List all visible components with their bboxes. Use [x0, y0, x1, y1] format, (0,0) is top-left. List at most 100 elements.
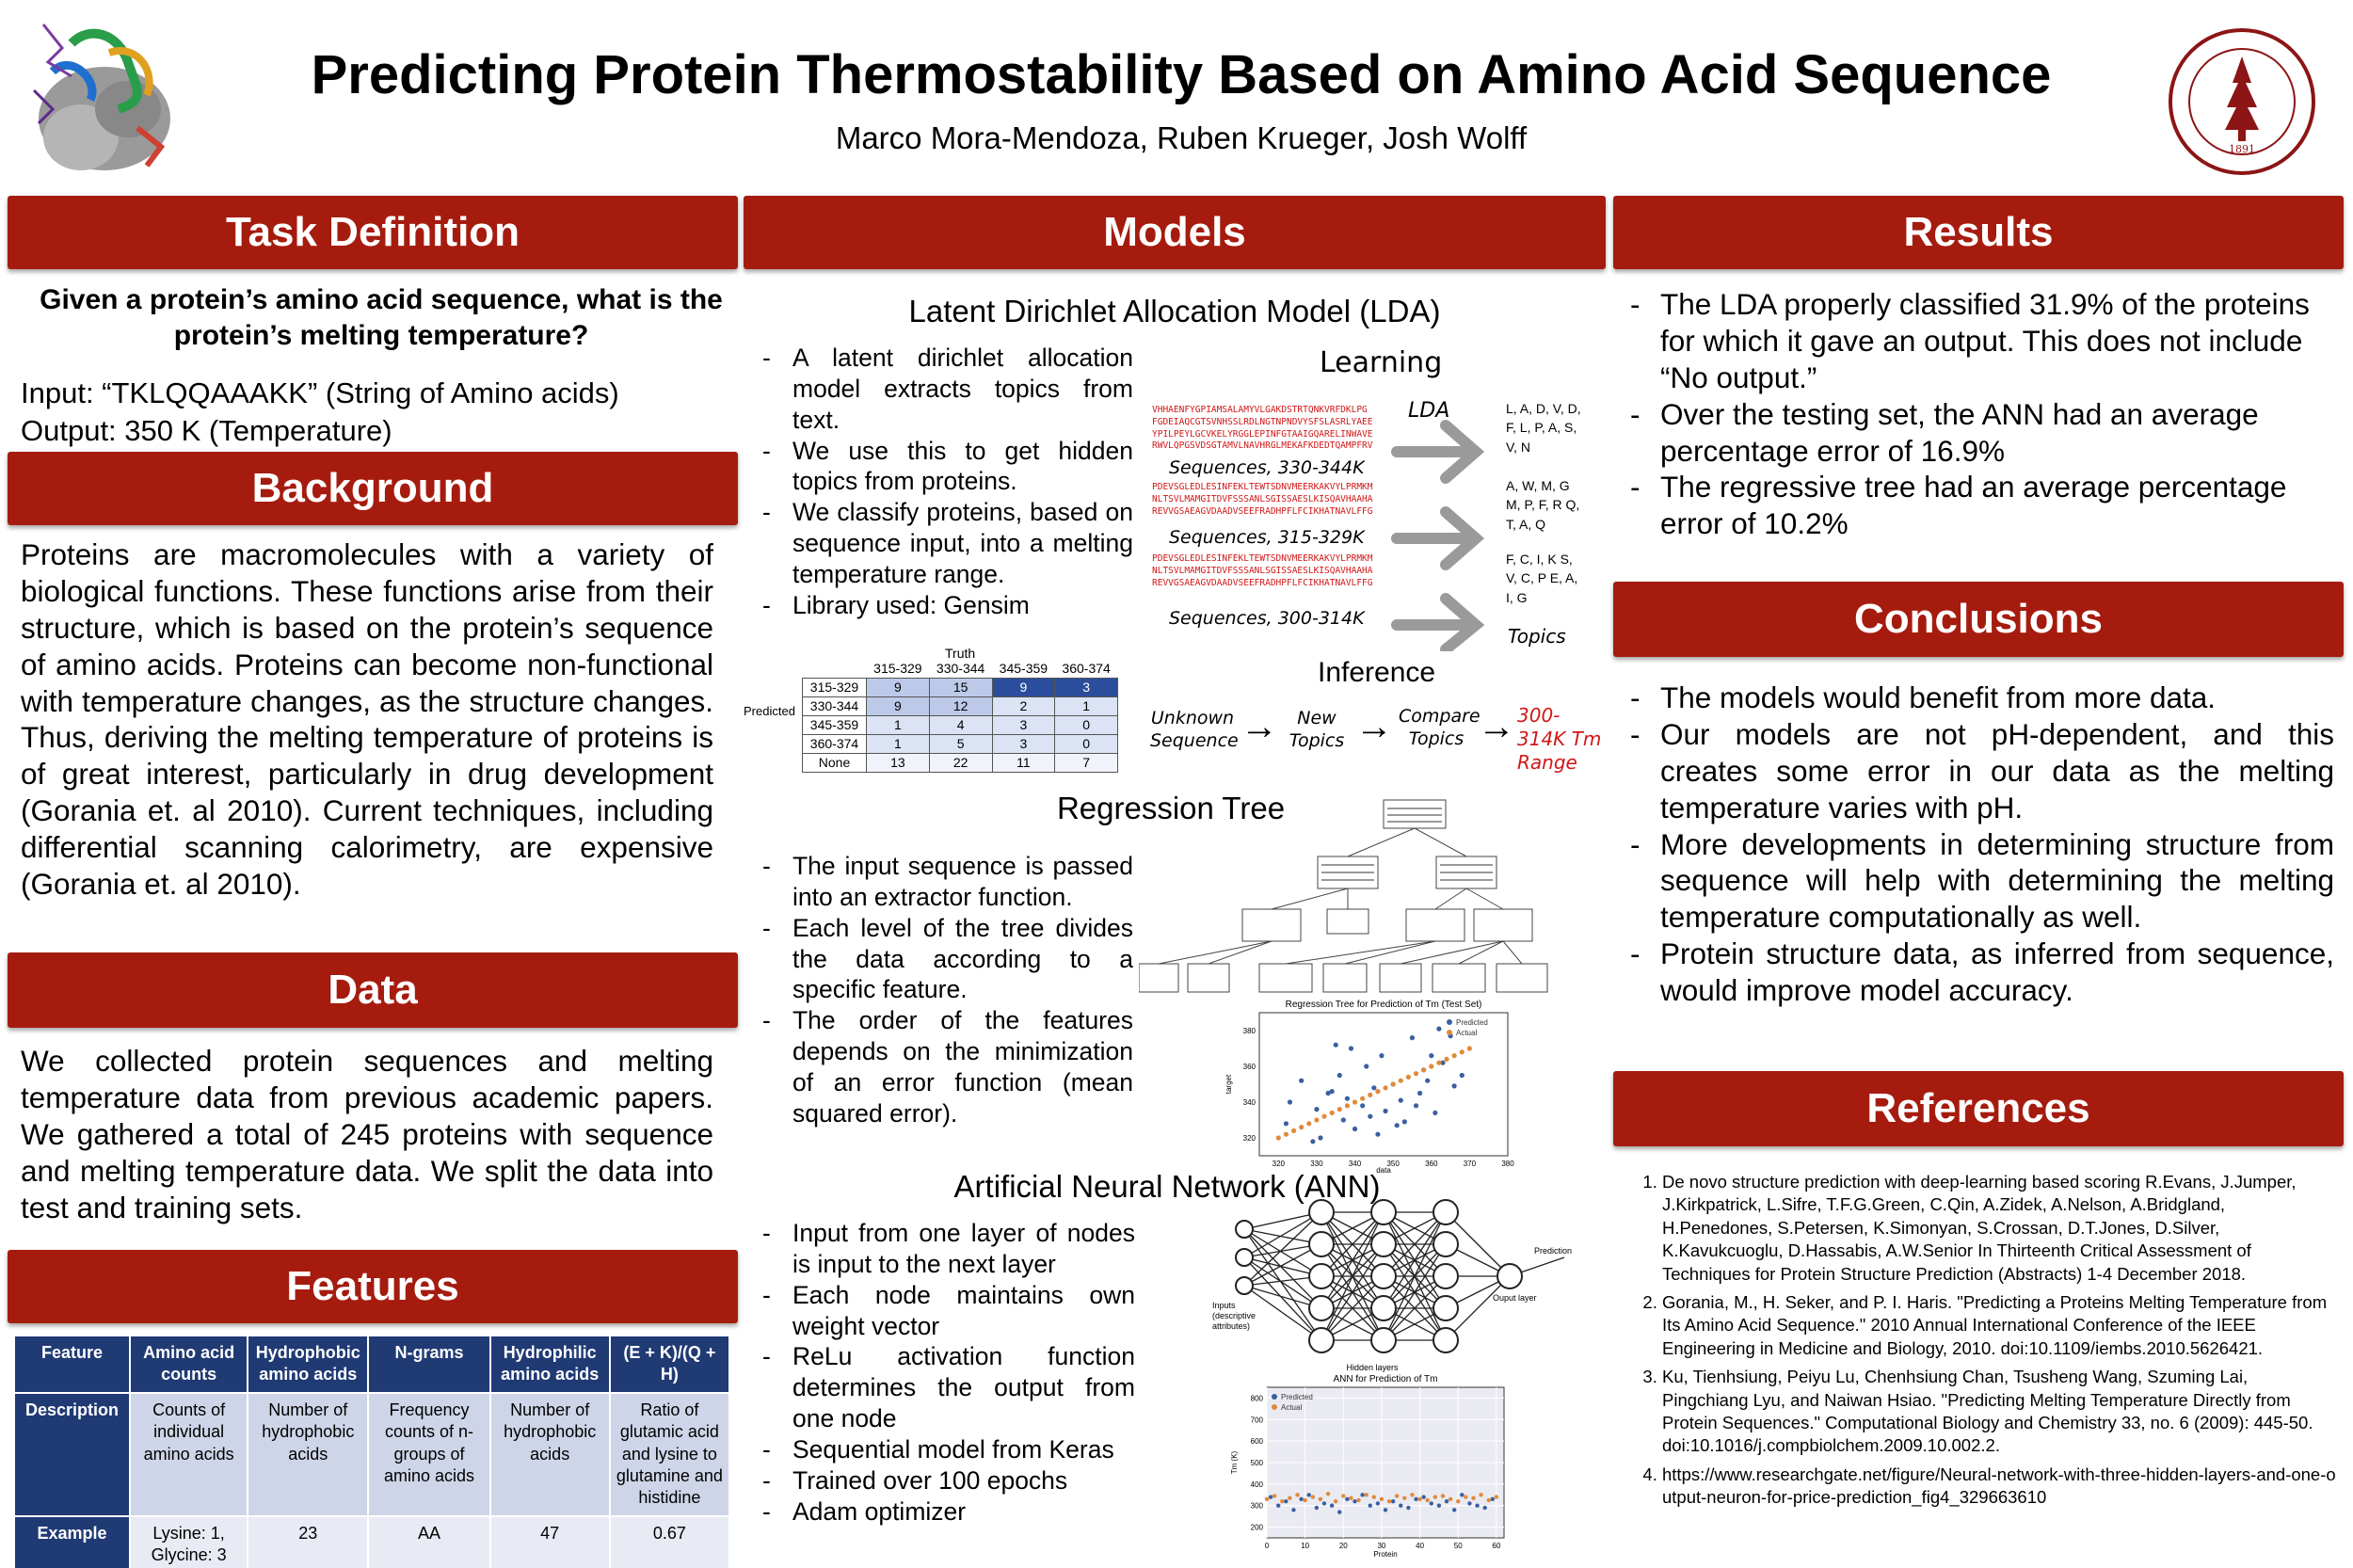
legend-label: Actual — [1456, 1029, 1477, 1037]
data-point — [1452, 1053, 1457, 1058]
network-node — [1433, 1264, 1458, 1288]
data-point — [1436, 1061, 1441, 1065]
data-point — [1395, 1123, 1400, 1128]
seq-snippet: NLTSVLMAMGITDVFSSSANLSGISSAESLKISQAVHAAH… — [1152, 566, 1373, 578]
topics-label: Topics — [1508, 625, 1566, 648]
tree-bullet: The input sequence is passed into an ext… — [759, 851, 1133, 913]
legend-marker — [1447, 1030, 1452, 1035]
features-cell: AA — [368, 1516, 489, 1568]
features-cell: Number of hydrophobic acids — [490, 1393, 610, 1516]
seal-year: 1891 — [2229, 143, 2255, 155]
x-tick-label: 20 — [1339, 1542, 1348, 1550]
x-tick-label: 320 — [1273, 1160, 1286, 1168]
cm-cell: 15 — [929, 678, 992, 696]
data-point — [1319, 1497, 1322, 1501]
data-point — [1315, 1506, 1319, 1510]
cm-cell: 9 — [867, 696, 930, 715]
cm-row-label: 360-374 — [803, 734, 867, 753]
data-point — [1318, 1135, 1322, 1140]
chart-title: Regression Tree for Prediction of Tm (Te… — [1286, 1000, 1482, 1010]
ann-hidden-label: Hidden layers — [1316, 1363, 1429, 1372]
features-cell: Hydrophilic amino acids — [490, 1336, 610, 1393]
features-cell: Ratio of glutamic acid and lysine to glu… — [610, 1393, 729, 1516]
data-point — [1349, 1496, 1353, 1500]
y-tick-label: 700 — [1251, 1416, 1264, 1424]
results-bullet: The regressive tree had an average perce… — [1626, 469, 2323, 542]
data-point — [1368, 1114, 1372, 1119]
task-output: Output: 350 K (Temperature) — [21, 412, 736, 449]
data-point — [1311, 1495, 1315, 1498]
flow-arrow-icon: → — [1478, 708, 1515, 745]
data-point — [1433, 1111, 1437, 1115]
data-point — [1414, 1103, 1418, 1108]
cm-cell: 13 — [867, 753, 930, 772]
reference-item: Ku, Tienhsiung, Peiyu Lu, Chenhsiung Cha… — [1662, 1366, 2338, 1458]
data-point — [1337, 1510, 1341, 1513]
ann-bullet: Adam optimizer — [759, 1496, 1135, 1528]
data-point — [1471, 1496, 1475, 1500]
data-point — [1337, 1107, 1342, 1112]
network-node — [1433, 1200, 1458, 1224]
cm-cell: 12 — [929, 696, 992, 715]
network-node — [1309, 1328, 1334, 1352]
data-point — [1460, 1073, 1465, 1078]
data-point — [1391, 1499, 1395, 1503]
x-tick-label: 50 — [1454, 1542, 1463, 1550]
data-point — [1368, 1093, 1372, 1097]
data-point — [1452, 1508, 1456, 1512]
network-node — [1371, 1264, 1396, 1288]
cm-cell: 3 — [992, 734, 1055, 753]
network-node — [1497, 1264, 1522, 1288]
ann-bullet: Trained over 100 epochs — [759, 1465, 1135, 1496]
data-point — [1421, 1495, 1425, 1498]
data-point — [1399, 1504, 1402, 1508]
data-point — [1384, 1508, 1387, 1512]
flow-arrow-icon: → — [1355, 708, 1393, 745]
data-point — [1337, 1073, 1342, 1078]
network-node — [1309, 1264, 1334, 1288]
lda-bullets: A latent dirichlet allocation model extr… — [759, 343, 1133, 621]
network-node — [1433, 1328, 1458, 1352]
task-input: Input: “TKLQQAAAKK” (String of Amino aci… — [21, 375, 736, 411]
cm-cell: 1 — [867, 734, 930, 753]
ann-prediction-chart: ANN for Prediction of Tm0 10 20 30 40 50 60200… — [1229, 1374, 1512, 1559]
data-point — [1475, 1504, 1479, 1508]
features-cell: Counts of individual amino acids — [130, 1393, 248, 1516]
data-point — [1372, 1495, 1376, 1498]
features-heading: Features — [8, 1250, 738, 1323]
x-tick-label: 0 — [1265, 1542, 1270, 1550]
data-point — [1441, 1494, 1445, 1497]
cm-cell: 0 — [1055, 734, 1118, 753]
data-point — [1487, 1498, 1491, 1502]
x-tick-label: 30 — [1377, 1542, 1385, 1550]
background-text: Proteins are macromolecules with a varie… — [21, 536, 713, 903]
x-tick-label: 360 — [1425, 1160, 1438, 1168]
data-point — [1460, 1493, 1464, 1496]
cm-row-label: 330-344 — [803, 696, 867, 715]
conclusions-bullets: The models would benefit from more data.… — [1626, 680, 2334, 1009]
seq-snippets-3: PDEVSGLEDLESINFEKLTEWTSDNVMEERKAKVYLPRMK… — [1152, 553, 1373, 589]
seq-snippet: NLTSVLMAMGITDVFSSSANLSGISSAESLKISQAVHAAH… — [1152, 494, 1373, 506]
data-point — [1288, 1496, 1291, 1500]
reference-item: https://www.researchgate.net/figure/Neur… — [1662, 1464, 2338, 1510]
features-cell: N-grams — [368, 1336, 489, 1393]
seq-label-315: Sequences, 315-329K — [1169, 527, 1365, 548]
network-node — [1309, 1296, 1334, 1320]
data-point — [1341, 1117, 1346, 1122]
data-point — [1334, 1043, 1338, 1048]
features-cell: Frequency counts of n-groups of amino ac… — [368, 1393, 489, 1516]
data-point — [1273, 1494, 1276, 1497]
cm-cell: 7 — [1055, 753, 1118, 772]
cm-row-label: None — [803, 753, 867, 772]
data-point — [1399, 1079, 1403, 1083]
network-node — [1309, 1232, 1334, 1256]
x-tick-label: 10 — [1301, 1542, 1309, 1550]
data-point — [1482, 1506, 1486, 1510]
features-cell: Feature — [14, 1336, 130, 1393]
data-point — [1303, 1498, 1306, 1502]
tree-bullets: The input sequence is passed into an ext… — [759, 851, 1133, 1129]
features-cell: 23 — [248, 1516, 368, 1568]
data-point — [1414, 1497, 1417, 1501]
confusion-matrix: Truth Predicted 315-329 330-344 345-359 … — [744, 646, 1120, 783]
conclusions-bullet: The models would benefit from more data. — [1626, 680, 2334, 716]
